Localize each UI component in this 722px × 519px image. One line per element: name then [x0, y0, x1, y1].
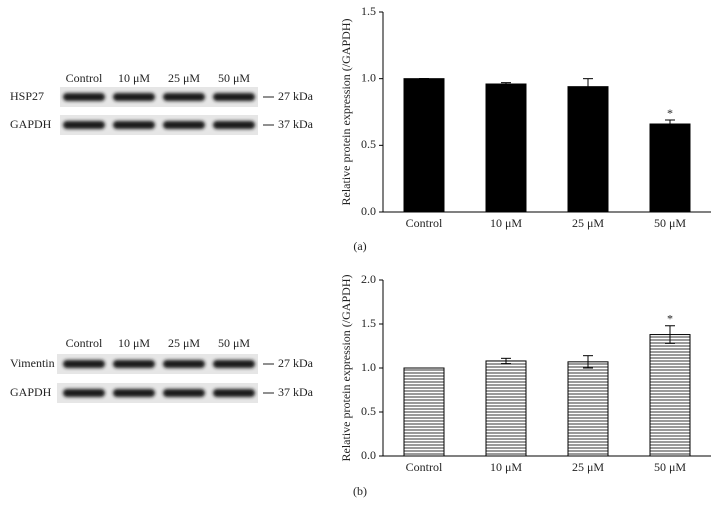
marker-label: 27 kDa [278, 89, 314, 103]
lane-label: 50 μM [218, 71, 250, 85]
x-tick-label: Control [406, 460, 443, 474]
blot-band [113, 93, 155, 101]
bar [567, 361, 609, 457]
bar [649, 123, 691, 213]
marker-label: 37 kDa [278, 117, 314, 131]
blot-band [163, 360, 205, 368]
error-bar [583, 78, 593, 96]
significance: * [667, 312, 673, 326]
y-tick-label: 1.0 [361, 70, 376, 84]
lane-label: Control [66, 71, 103, 85]
bar [649, 334, 691, 457]
blot-band [163, 389, 205, 397]
blot-band [213, 389, 255, 397]
blot-band [213, 360, 255, 368]
y-tick-label: 0.5 [361, 404, 376, 418]
x-tick-label: 25 μM [572, 460, 604, 474]
blot-strip [60, 87, 258, 107]
y-tick-label: 1.0 [361, 360, 376, 374]
bar [403, 367, 445, 457]
blot-band [163, 93, 205, 101]
blot-strip [60, 115, 258, 135]
lane-label: 50 μM [218, 336, 250, 350]
row-label: Vimentin [10, 356, 55, 370]
error-bar [583, 355, 593, 369]
y-axis-label: Relative protein expression (/GAPDH) [339, 275, 353, 462]
error-bar [665, 119, 675, 129]
blot-band [63, 121, 105, 129]
blot-band [113, 121, 155, 129]
panel-label: (b) [353, 484, 367, 498]
x-tick-label: Control [406, 216, 443, 230]
error-bar [665, 325, 675, 344]
lane-label: 25 μM [168, 71, 200, 85]
lane-label: 10 μM [118, 336, 150, 350]
blot-band [163, 121, 205, 129]
bar [403, 78, 445, 213]
y-tick-label: 0.0 [361, 448, 376, 462]
blot-strip [57, 383, 258, 403]
blot-band [113, 389, 155, 397]
y-tick-label: 1.5 [361, 4, 376, 18]
blot-band [113, 360, 155, 368]
blot-band [213, 121, 255, 129]
bar [485, 360, 527, 457]
blot-strip [57, 354, 258, 374]
blot-band [63, 389, 105, 397]
y-tick-label: 0.0 [361, 204, 376, 218]
row-label: GAPDH [10, 117, 52, 131]
bar [485, 83, 527, 213]
marker-label: 37 kDa [278, 385, 314, 399]
blot-band [213, 93, 255, 101]
error-bar [501, 357, 511, 365]
x-tick-label: 50 μM [654, 460, 686, 474]
x-tick-label: 25 μM [572, 216, 604, 230]
x-tick-label: 10 μM [490, 460, 522, 474]
significance: * [667, 106, 673, 120]
y-tick-label: 2.0 [361, 272, 376, 286]
y-tick-label: 1.5 [361, 316, 376, 330]
error-bar [501, 82, 511, 86]
blot-band [63, 360, 105, 368]
blot-band [63, 93, 105, 101]
lane-label: 10 μM [118, 71, 150, 85]
row-label: HSP27 [10, 89, 44, 103]
panel-label: (a) [353, 239, 366, 253]
lane-label: Control [66, 336, 103, 350]
lane-label: 25 μM [168, 336, 200, 350]
marker-label: 27 kDa [278, 356, 314, 370]
x-tick-label: 50 μM [654, 216, 686, 230]
y-axis-label: Relative protein expression (/GAPDH) [339, 19, 353, 206]
x-tick-label: 10 μM [490, 216, 522, 230]
row-label: GAPDH [10, 385, 52, 399]
bar [567, 86, 609, 213]
y-tick-label: 0.5 [361, 137, 376, 151]
